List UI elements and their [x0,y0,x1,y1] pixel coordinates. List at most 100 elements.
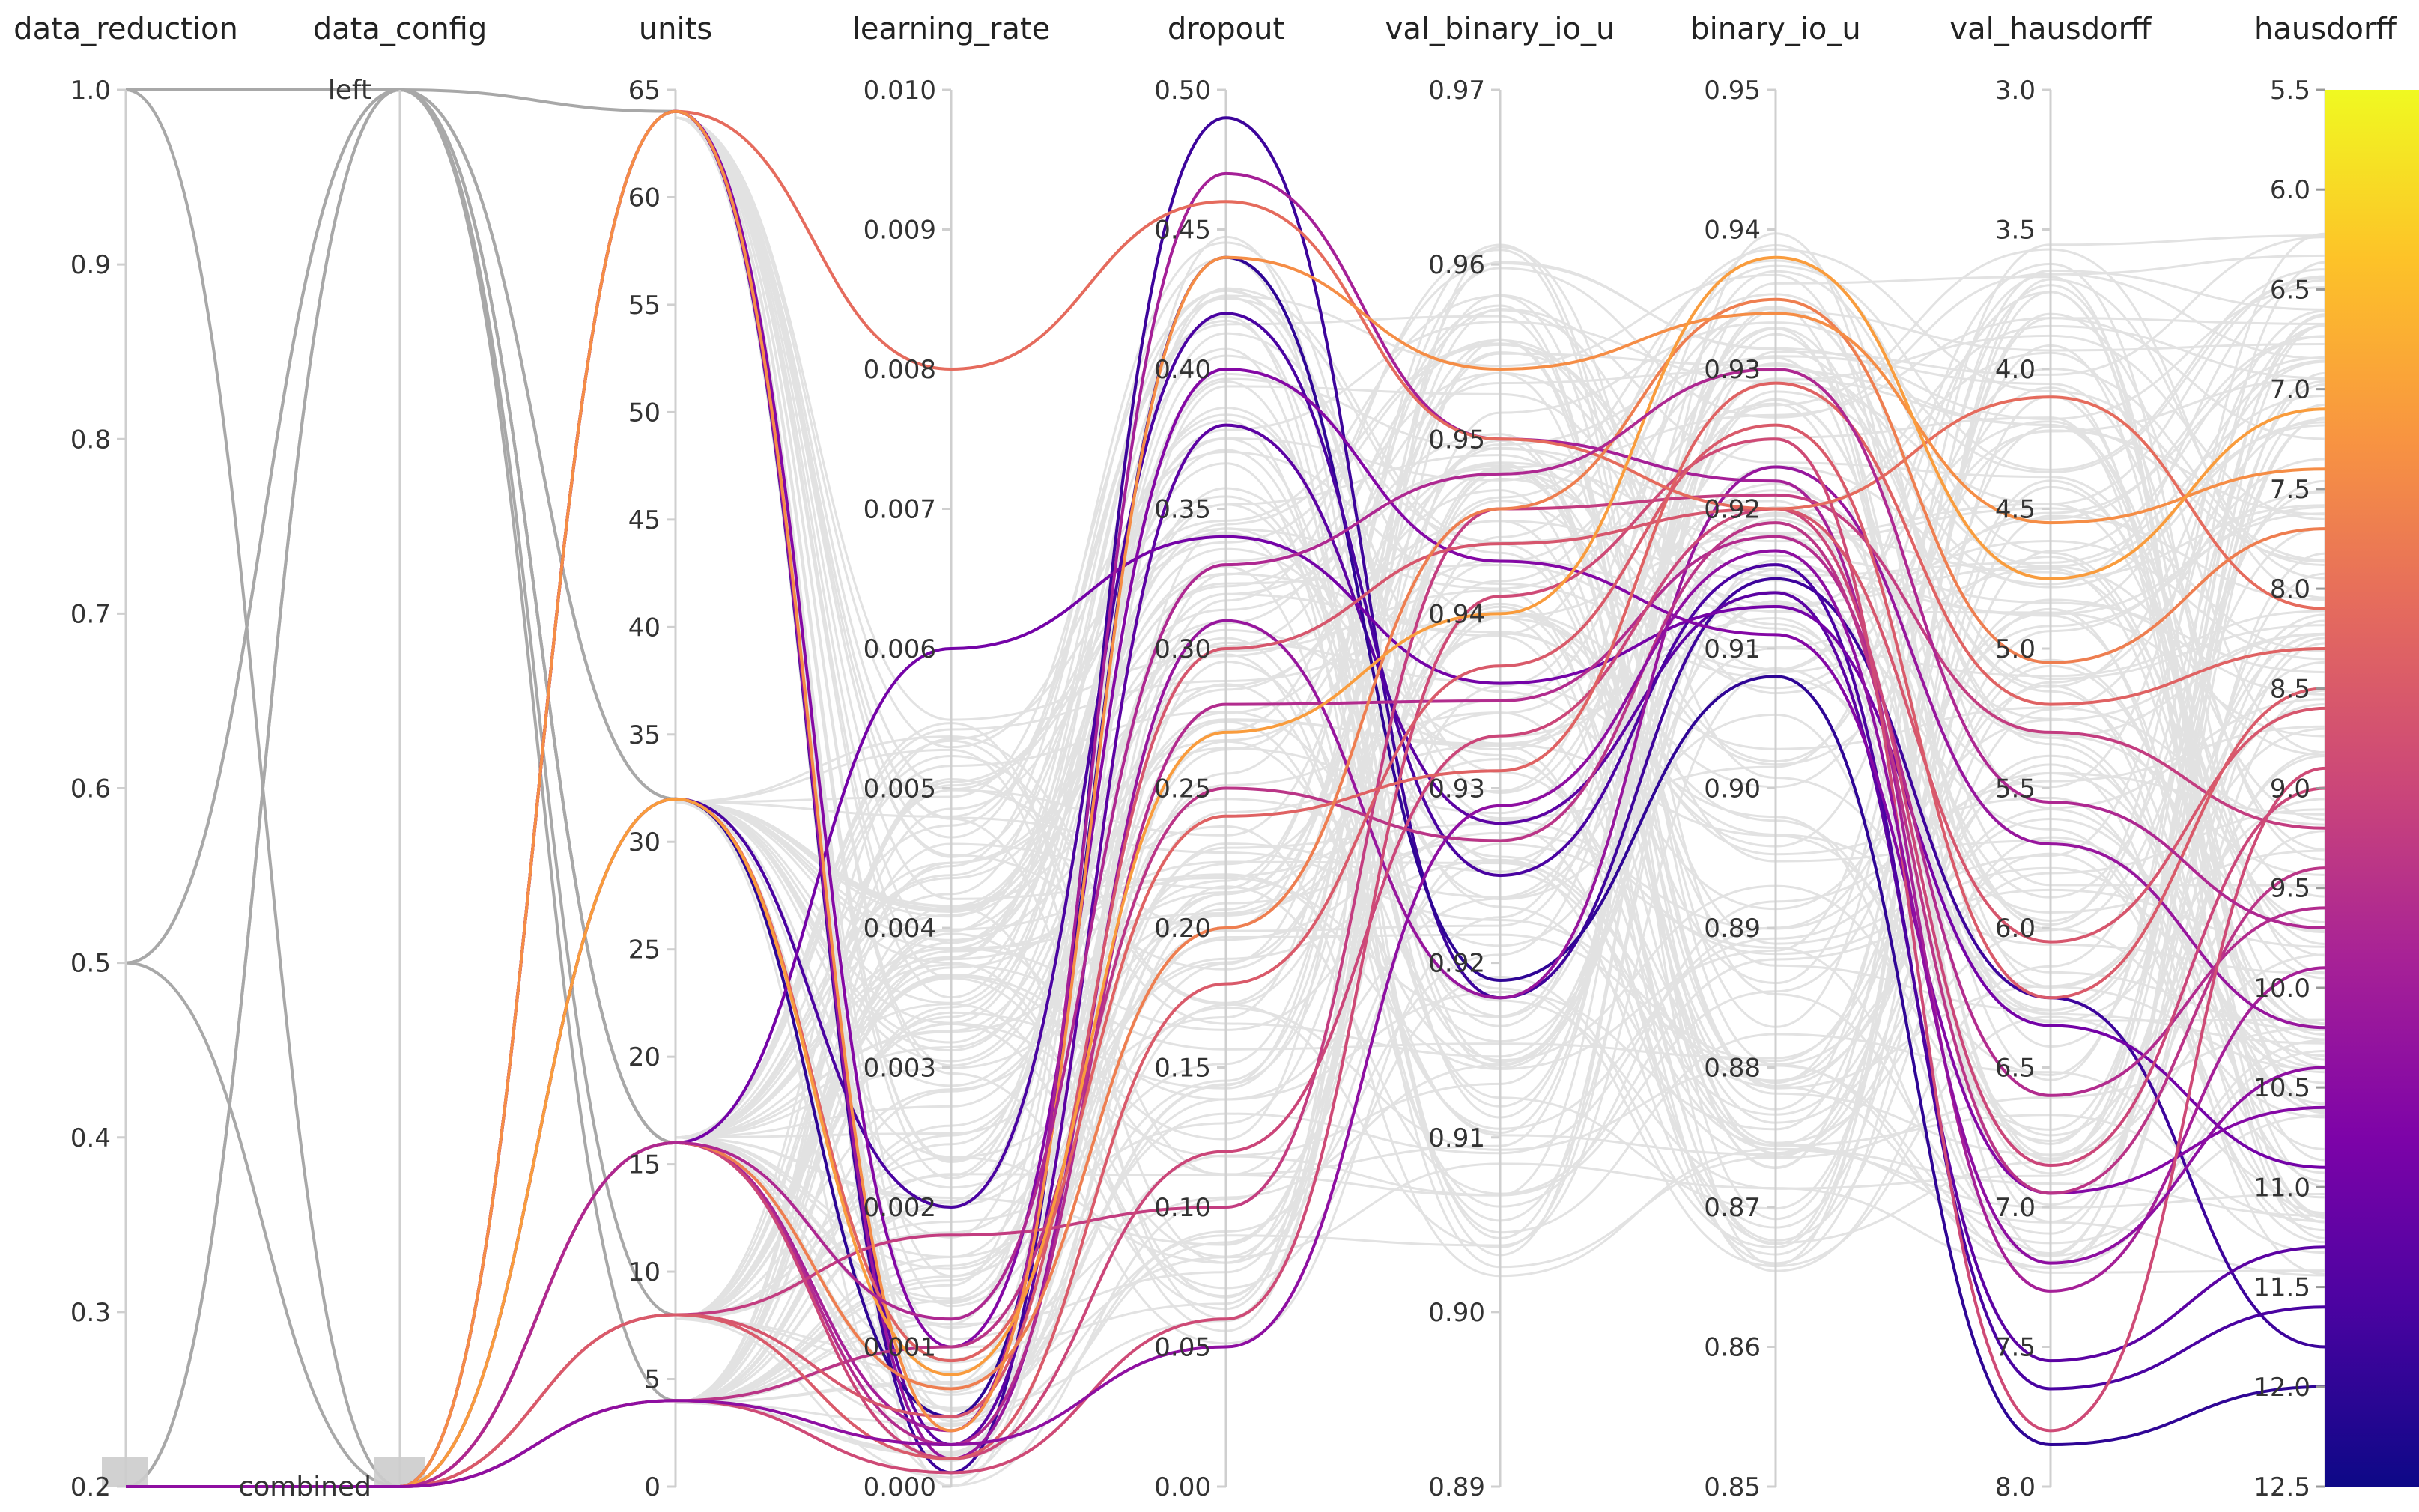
background-run-line [675,116,2326,1111]
category-label: combined [238,1472,371,1502]
background-run-line [675,116,2326,1269]
tick-label: 0.94 [1704,216,1761,246]
axis-title-data_config[interactable]: data_config [313,12,488,46]
tick-label: 7.0 [1995,1193,2036,1223]
tick-label: 0.91 [1704,634,1761,664]
tick-label: 60 [628,183,661,213]
tick-label: 0.88 [1704,1054,1761,1084]
tick-label: 40 [628,613,661,643]
tick-label: 0.90 [1428,1298,1485,1328]
filtered-runs [125,88,676,1489]
tick-label: 0.8 [70,425,111,455]
background-run-line [675,116,2326,1386]
tick-label: 0.5 [70,949,111,979]
tick-label: 4.0 [1995,355,2036,385]
colorbar-tick-label: 11.5 [2253,1273,2310,1303]
tick-label: 45 [628,505,661,535]
axis-title-val_hausdorff[interactable]: val_hausdorff [1949,12,2152,46]
background-run-line [675,116,2326,980]
filter-brush-handle[interactable] [102,1457,148,1487]
tick-label: 0.2 [70,1472,111,1502]
tick-label: 0.05 [1154,1333,1211,1363]
tick-label: 25 [628,935,661,965]
tick-label: 0.002 [864,1193,936,1223]
axis-title-data_reduction[interactable]: data_reduction [13,12,238,46]
background-run-line [675,511,2326,1404]
background-run-line [675,355,2326,1139]
axis-title-hausdorff[interactable]: hausdorff [2254,12,2397,46]
colorbar-tick-label: 10.0 [2253,974,2310,1004]
axis-labels: data_reduction 1.0 0.9 0.8 0.7 0.6 0.5 0.4 0.3 0.… [13,12,2397,1502]
tick-label: 4.5 [1995,495,2036,525]
tick-label: 3.5 [1995,216,2036,246]
colorbar-tick-label: 12.0 [2253,1373,2310,1403]
tick-label: 0.35 [1154,495,1211,525]
tick-label: 0.10 [1154,1193,1211,1223]
highlighted-run-line[interactable] [126,255,2326,1489]
tick-label: 0.006 [864,634,936,664]
tick-label: 0.89 [1428,1472,1485,1502]
tick-label: 0.000 [864,1472,936,1502]
tick-label: 0.001 [864,1333,936,1363]
background-run-line [675,288,2326,1139]
background-run-line [675,335,2326,1320]
highlighted-run-line[interactable] [126,109,2326,1489]
colorbar: 5.5 6.0 6.5 7.0 7.5 8.0 8.5 9.0 9.5 10.0 10.5 11.0 1… [2253,76,2419,1502]
tick-label: 0.6 [70,774,111,804]
highlighted-run-line[interactable] [126,423,2326,1489]
background-run-line [675,273,2326,1404]
axis-title-val_binary_io_u[interactable]: val_binary_io_u [1385,12,1615,46]
highlighted-run-line[interactable] [126,549,2326,1489]
background-run-line [675,424,2326,1373]
tick-label: 20 [628,1042,661,1072]
tick-label: 6.0 [1995,914,2036,944]
background-run-line [675,116,2326,1308]
tick-label: 0 [644,1472,661,1502]
tick-label: 0.003 [864,1054,936,1084]
background-run-line [675,402,2326,1404]
axis-title-dropout[interactable]: dropout [1168,12,1284,46]
background-run-line [675,664,2326,1404]
tick-label: 0.005 [864,774,936,804]
axis-title-binary_io_u[interactable]: binary_io_u [1690,12,1860,46]
colorbar-tick-label: 6.5 [2270,275,2310,305]
tick-label: 0.92 [1428,949,1485,979]
tick-label: 1.0 [70,76,111,106]
tick-label: 5.5 [1995,774,2036,804]
colorbar-tick-label: 7.5 [2270,475,2310,505]
tick-label: 0.96 [1428,250,1485,280]
tick-label: 0.9 [70,250,111,280]
tick-label: 0.3 [70,1298,111,1328]
tick-label: 0.25 [1154,774,1211,804]
tick-label: 3.0 [1995,76,2036,106]
tick-label: 6.5 [1995,1054,2036,1084]
colorbar-tick-label: 9.5 [2270,874,2310,904]
tick-label: 0.7 [70,599,111,629]
background-run-line [675,332,2326,1202]
background-run-line [675,116,2326,1345]
background-run-line [675,116,2326,1183]
colorbar-tick-label: 9.0 [2270,774,2310,804]
colorbar-gradient [2325,90,2419,1487]
tick-label: 0.87 [1704,1193,1761,1223]
background-run-line [675,297,2326,1124]
tick-label: 0.010 [864,76,936,106]
tick-label: 0.007 [864,495,936,525]
colorbar-tick-label: 12.5 [2253,1472,2310,1502]
highlighted-run-line[interactable] [126,367,2326,1489]
background-run-line [675,383,2326,1404]
axis-title-units[interactable]: units [639,12,712,46]
background-run-line [675,305,2326,1320]
tick-label: 0.004 [864,914,936,944]
tick-label: 55 [628,291,661,321]
tick-label: 0.45 [1154,216,1211,246]
axis-title-learning_rate[interactable]: learning_rate [852,12,1050,46]
colorbar-tick-label: 11.0 [2253,1173,2310,1203]
background-run-line [675,278,2326,1462]
tick-label: 0.85 [1704,1472,1761,1502]
tick-label: 10 [628,1257,661,1287]
colorbar-tick-label: 8.0 [2270,574,2310,604]
background-run-line [675,567,2326,1425]
tick-label: 0.15 [1154,1054,1211,1084]
